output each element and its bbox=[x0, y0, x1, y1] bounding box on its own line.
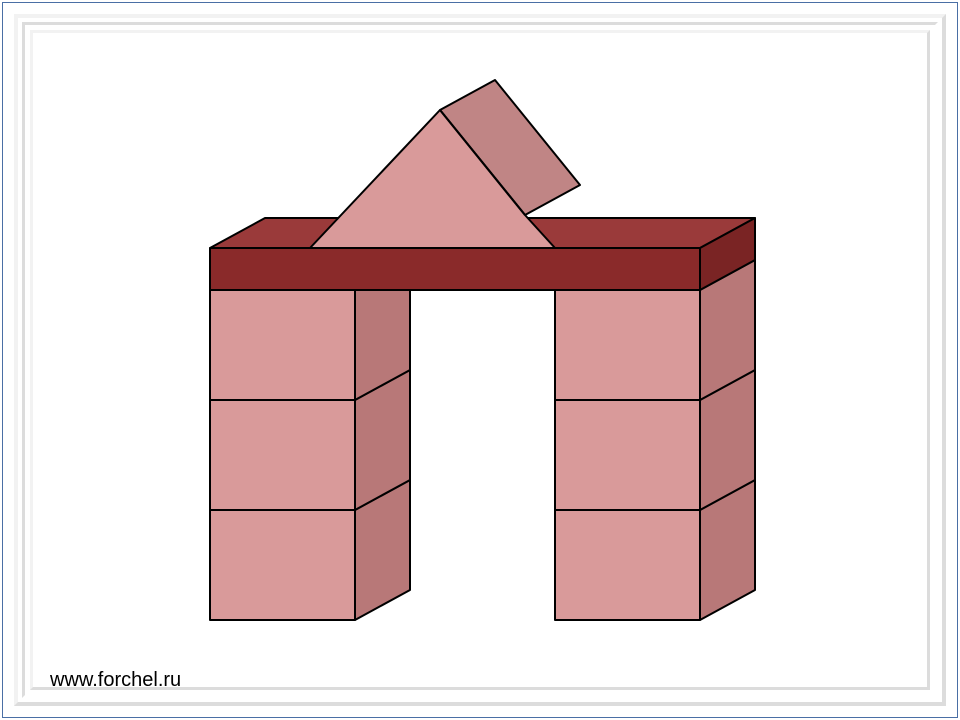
block-arch-diagram bbox=[0, 0, 960, 720]
caption-url: www.forchel.ru bbox=[50, 669, 181, 692]
